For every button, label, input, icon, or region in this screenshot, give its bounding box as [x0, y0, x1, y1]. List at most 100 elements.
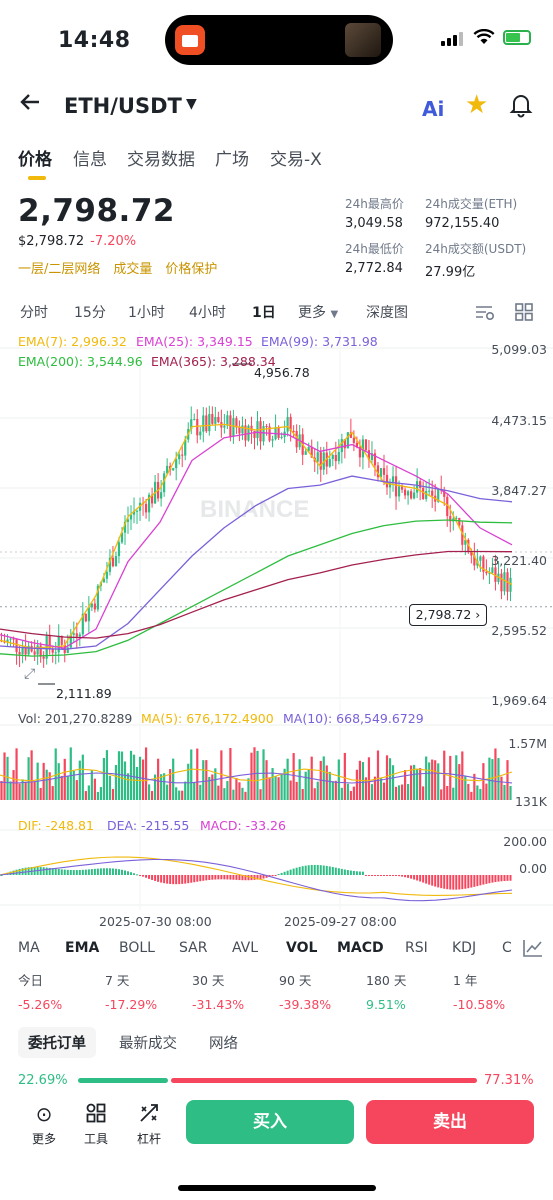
candle-body: [328, 459, 331, 467]
tab-trading-data[interactable]: 交易数据: [127, 150, 195, 170]
candle-body: [491, 567, 494, 573]
volume-bar: [506, 760, 509, 800]
perf-90d: 90 天 -39.38%: [279, 970, 331, 1013]
macd-histogram-bar: [81, 869, 84, 875]
interval-15m[interactable]: 15分: [74, 305, 106, 321]
macd-histogram-bar: [467, 875, 470, 889]
indicator-ma[interactable]: MA: [18, 940, 40, 956]
interval-timeline[interactable]: 分时: [20, 305, 48, 321]
interval-1d[interactable]: 1日: [252, 305, 276, 321]
date-axis-tick: 2025-09-27 08:00: [284, 914, 397, 929]
candle-body: [397, 486, 401, 497]
ai-icon[interactable]: Ai: [422, 97, 445, 121]
macd-histogram-bar: [51, 868, 54, 875]
notification-bell-icon[interactable]: [509, 92, 533, 118]
macd-histogram-bar: [262, 875, 265, 879]
tag-volume[interactable]: 成交量: [113, 262, 153, 277]
candle-body: [391, 476, 395, 483]
candle-body: [500, 573, 503, 592]
indicator-boll[interactable]: BOLL: [119, 940, 155, 956]
tab-info[interactable]: 信息: [73, 150, 107, 170]
macd-histogram-bar: [386, 875, 389, 876]
tab-square[interactable]: 广场: [215, 150, 249, 170]
interval-4h[interactable]: 4小时: [189, 305, 226, 321]
volume-bar: [163, 773, 166, 800]
stat-value: 3,049.58: [345, 216, 403, 231]
macd-histogram-bar: [307, 865, 310, 875]
indicator-c[interactable]: C: [502, 940, 512, 956]
tab-network[interactable]: 网络: [209, 1036, 238, 1052]
ema-line: [0, 475, 513, 650]
volume-bar: [147, 784, 151, 800]
candle-body: [150, 494, 154, 504]
candle-body: [184, 439, 187, 456]
indicator-ema[interactable]: EMA: [65, 940, 100, 956]
tools-tool[interactable]: 工具: [79, 1102, 113, 1147]
macd-histogram-bar: [256, 875, 259, 880]
volume-bar: [30, 750, 33, 800]
volume-bar: [18, 783, 21, 800]
indicator-kdj[interactable]: KDJ: [452, 940, 477, 956]
interval-more[interactable]: 更多 ▼: [298, 302, 338, 322]
macd-histogram-bar: [322, 865, 325, 875]
candle-body: [12, 638, 15, 640]
macd-histogram-bar: [199, 875, 202, 882]
macd-histogram-bar: [283, 871, 286, 875]
macd-histogram-bar: [395, 875, 398, 876]
expand-chart-icon[interactable]: ⤢: [24, 666, 36, 682]
macd-histogram-bar: [39, 867, 42, 875]
perf-7d: 7 天 -17.29%: [105, 970, 157, 1013]
interval-bar: 分时 15分 1小时 4小时 1日 更多 ▼ 深度图: [0, 302, 553, 326]
interval-1h[interactable]: 1小时: [128, 305, 165, 321]
last-price-tag[interactable]: 2,798.72 ›: [409, 604, 487, 626]
volume-bar: [63, 758, 66, 800]
leverage-tool[interactable]: 杠杆: [132, 1102, 166, 1147]
macd-histogram-bar: [133, 873, 136, 875]
interval-depth-chart[interactable]: 深度图: [366, 305, 408, 321]
candle-body: [72, 633, 75, 635]
tag-layer-network[interactable]: 一层/二层网络: [18, 262, 101, 277]
macd-histogram-bar: [211, 875, 214, 880]
volume-bar: [208, 776, 211, 800]
indicator-rsi[interactable]: RSI: [405, 940, 428, 956]
layout-grid-icon[interactable]: [514, 302, 534, 326]
favorite-star-icon[interactable]: ★: [465, 90, 489, 120]
macd-histogram-bar: [376, 875, 379, 876]
candle-body: [42, 656, 45, 659]
macd-histogram-bar: [265, 875, 268, 878]
candle-body: [166, 465, 169, 474]
macd-histogram-bar: [434, 875, 437, 887]
indicator-avl[interactable]: AVL: [232, 940, 259, 956]
volume-bar: [482, 763, 485, 800]
tab-trade-x[interactable]: 交易-X: [270, 150, 322, 170]
tab-latest-trades[interactable]: 最新成交: [119, 1036, 177, 1052]
pair-selector[interactable]: ETH/USDT: [64, 94, 182, 118]
chart-settings-icon[interactable]: [474, 302, 496, 326]
tab-order-book[interactable]: 委托订单: [18, 1027, 96, 1058]
indicator-chart-icon[interactable]: [522, 938, 544, 962]
indicator-sar[interactable]: SAR: [179, 940, 208, 956]
sell-button[interactable]: 卖出: [366, 1100, 534, 1144]
candle-body: [175, 459, 178, 469]
indicator-vol[interactable]: VOL: [286, 940, 318, 956]
home-indicator: [178, 1185, 376, 1191]
high-price-marker: 4,956.78: [254, 365, 310, 380]
tab-price[interactable]: 价格: [18, 150, 52, 170]
candle-body: [105, 571, 109, 579]
caret-down-icon[interactable]: ▼: [186, 96, 197, 112]
buy-button[interactable]: 买入: [186, 1100, 354, 1144]
volume-bar: [172, 758, 175, 800]
indicator-macd[interactable]: MACD: [337, 940, 384, 956]
price-chart[interactable]: BINANCE: [0, 330, 553, 935]
more-tool[interactable]: ⊙ 更多: [27, 1102, 61, 1147]
volume-bar: [214, 768, 217, 800]
macd-histogram-bar: [437, 875, 440, 888]
tag-price-protection[interactable]: 价格保护: [165, 262, 218, 277]
back-arrow-icon[interactable]: [18, 90, 42, 121]
volume-axis-tick: 1.57M: [508, 736, 547, 751]
candle-body: [343, 439, 346, 449]
macd-histogram-bar: [235, 875, 238, 880]
candle-body: [132, 510, 136, 515]
volume-bar: [400, 784, 404, 800]
volume-bar: [57, 763, 60, 800]
